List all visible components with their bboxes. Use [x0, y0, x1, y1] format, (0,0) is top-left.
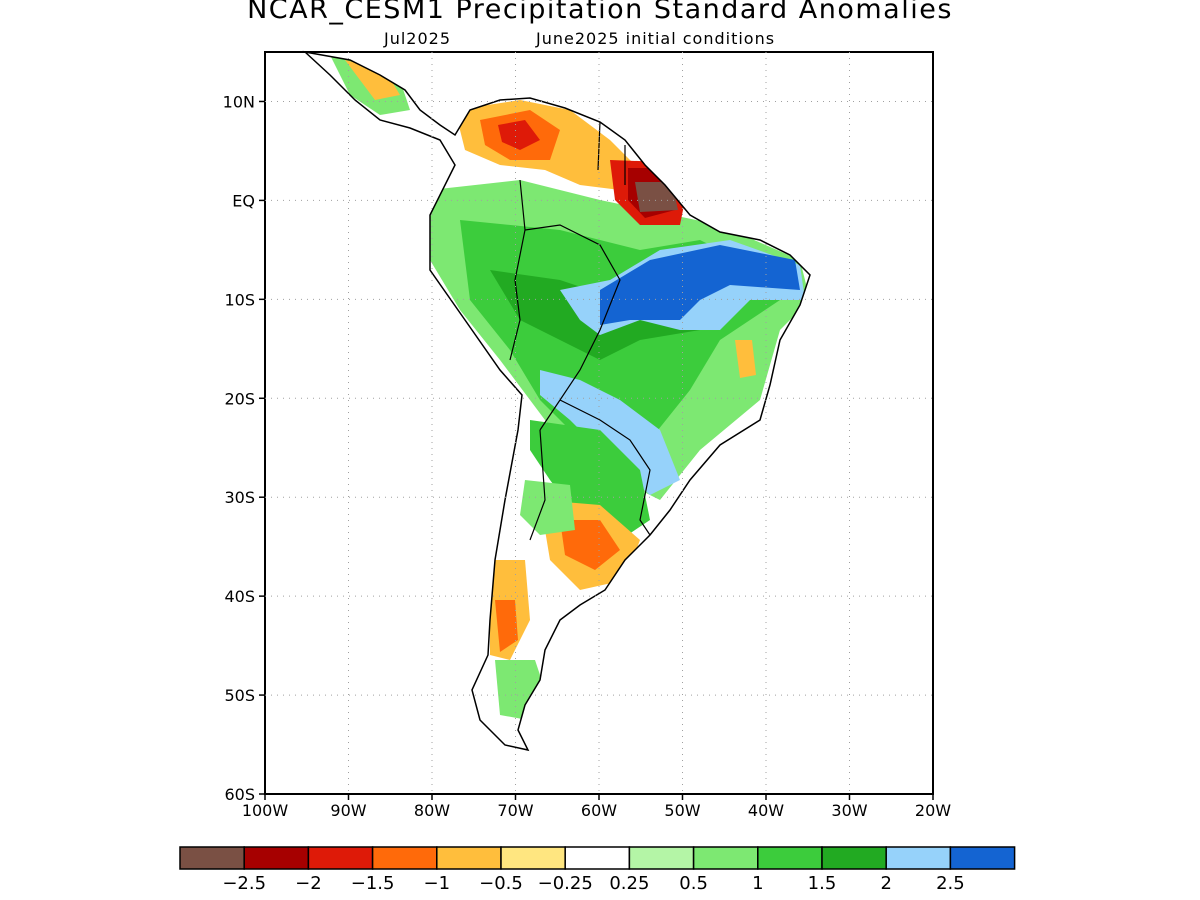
lon-tick-label: 70W	[497, 801, 533, 820]
lat-tick-label: 40S	[224, 587, 255, 606]
lat-tick-label: 60S	[224, 785, 255, 804]
colorbar-swatch	[243, 846, 310, 870]
colorbar-swatch	[500, 846, 566, 870]
forecast-month: Jul2025	[384, 29, 452, 48]
gridlines	[265, 52, 933, 794]
lon-tick-label: 50W	[664, 801, 700, 820]
colorbar-label: −0.25	[538, 873, 593, 894]
colorbar-swatch	[692, 846, 759, 870]
colorbar-swatch	[436, 846, 502, 870]
colorbar-label: 2	[880, 873, 891, 894]
lat-tick-label: 20S	[224, 389, 255, 408]
lat-tick-label: 10N	[223, 92, 255, 111]
lat-tick-label: 10S	[224, 290, 255, 309]
colorbar-label: −1.5	[351, 873, 395, 894]
lon-tick-label: 60W	[581, 801, 617, 820]
lon-tick-label: 40W	[748, 801, 784, 820]
colorbar-swatch	[564, 846, 631, 870]
colorbar: −2.5 −2 −1.5 −1 −0.5 −0.25 0.25 0.5 1 1.5 2 2.5	[179, 846, 1016, 894]
colorbar-label: 1.5	[808, 873, 837, 894]
axis-ticks: 100W 90W 80W 70W 60W 50W 40W 30W 20W 10N EQ 10S 20S 3…	[223, 92, 952, 820]
colorbar-swatch	[949, 846, 1016, 870]
lon-tick-label: 90W	[330, 801, 366, 820]
colorbar-swatch	[628, 846, 695, 870]
chart-title: NCAR_CESM1 Precipitation Standard Anomal…	[247, 0, 953, 25]
colorbar-swatch	[885, 846, 952, 870]
colorbar-swatch	[757, 846, 823, 870]
colorbar-label: −2	[295, 873, 322, 894]
anomaly-field	[305, 52, 810, 750]
lat-tick-label: 30S	[224, 488, 255, 507]
colorbar-label: −1	[424, 873, 451, 894]
lon-tick-label: 30W	[831, 801, 867, 820]
lon-tick-label: 20W	[915, 801, 951, 820]
lat-tick-label: EQ	[232, 191, 255, 210]
colorbar-label: 0.25	[609, 873, 649, 894]
colorbar-swatch	[307, 846, 374, 870]
colorbar-swatch	[821, 846, 887, 870]
colorbar-swatch	[371, 846, 438, 870]
colorbar-label: 2.5	[936, 873, 965, 894]
lat-tick-label: 50S	[224, 686, 255, 705]
colorbar-label: 0.5	[679, 873, 708, 894]
lon-tick-label: 80W	[414, 801, 450, 820]
colorbar-label: −2.5	[222, 873, 266, 894]
initial-conditions: June2025 initial conditions	[536, 29, 776, 48]
colorbar-label: −0.5	[479, 873, 523, 894]
colorbar-label: 1	[752, 873, 763, 894]
lon-tick-label: 100W	[242, 801, 289, 820]
colorbar-swatch	[179, 846, 245, 870]
